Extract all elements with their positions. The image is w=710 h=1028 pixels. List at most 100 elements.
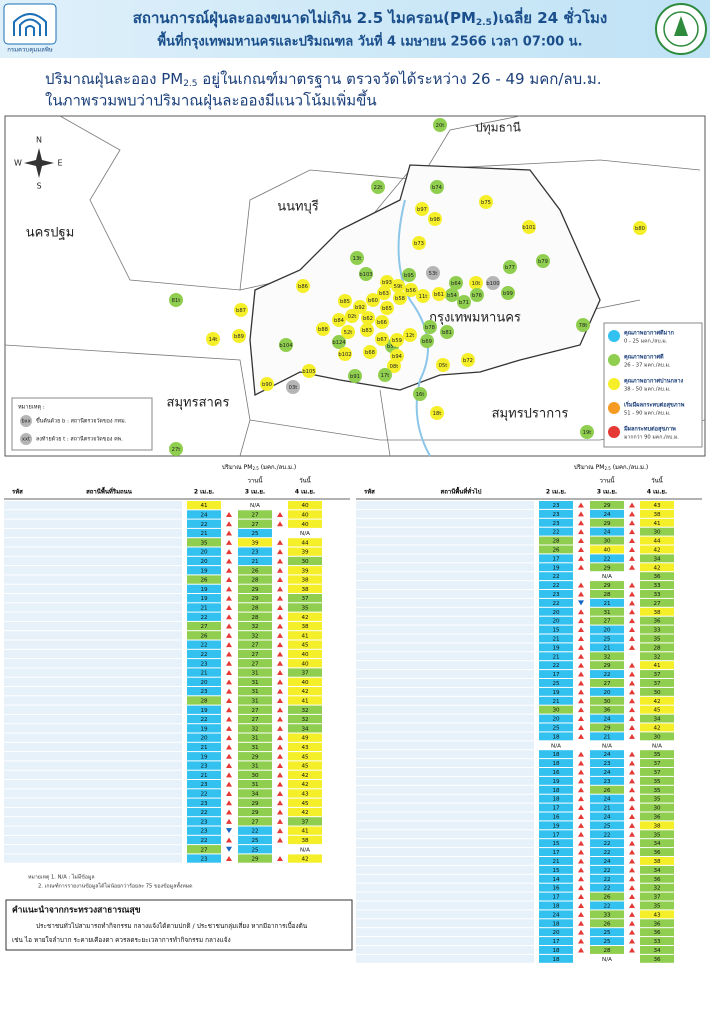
value-cell [238,705,272,714]
value-text: 25 [552,725,560,731]
value-cell [238,621,272,631]
trend-arrow [629,627,635,633]
value-text: 18 [552,752,560,758]
note: หมายเหตุ : bxx ขึ้นต้นด้วย b : สถานีตรวจวั… [11,397,153,451]
trend-arrow [578,538,584,544]
value-text: N/A [551,743,561,749]
value-text: 15 [552,841,560,847]
value-text: 32 [251,624,258,630]
value-text: 21 [603,645,611,651]
value-cell [590,652,624,661]
value-text: 20 [552,717,560,723]
value-text: 16 [552,814,560,820]
value-cell [539,910,573,919]
value-text: 33 [653,583,661,589]
station-label: 11t [419,294,428,300]
value-cell [640,759,674,767]
value-text: 21 [603,806,611,812]
value-text: 26 [200,578,208,584]
value-text: 34 [301,726,309,732]
map: N E S W ปทุมธานีนนทบุรีนครปฐมกรุงเทพมหานครสม… [4,115,706,457]
value-cell [640,892,674,901]
value-text: 21 [200,531,208,537]
value-cell [539,785,573,794]
value-text: 24 [552,912,560,918]
value-text: 42 [653,565,660,571]
value-text: 32 [603,654,610,660]
trend-arrow [629,751,635,757]
station-label: 14t [209,337,218,343]
compass-letter: N [36,136,42,145]
station-marker [338,347,352,361]
row-stripe [4,733,182,742]
advice-line: ประชาชนทั่วไปสามารถทำกิจกรรม กลางแจ้งได้… [36,921,308,930]
value-cell [187,817,221,826]
row-stripe [356,652,534,661]
value-cell [187,742,221,752]
value-text: 22 [200,615,207,621]
trend-arrow [578,947,584,953]
value-cell [590,919,624,928]
trend-arrow [277,642,283,648]
row-stripe [4,687,182,696]
station-label: b84 [334,318,345,324]
value-cell [187,780,221,789]
table-header: วันนี้ [651,475,663,485]
trend-arrow [629,529,635,535]
value-text: 35 [200,540,208,546]
value-cell [187,631,221,640]
value-cell [590,759,624,767]
value-text: 24 [603,512,611,518]
summary-part: อยู่ในเกณฑ์มาตรฐาน ตรวจวัดได้ระหว่าง 26 … [198,70,602,88]
trend-arrow [226,725,232,731]
value-cell [187,733,221,742]
value-text: 45 [301,801,309,807]
trend-arrow [629,947,635,953]
value-text: 31 [251,671,259,677]
station-label: b81 [442,330,452,336]
value-cell [238,733,272,742]
row-stripe [4,761,182,770]
value-cell [187,575,221,584]
value-cell [187,687,221,696]
row-stripe [4,770,182,779]
value-cell [238,603,272,612]
value-text: 26 [603,921,611,927]
trend-arrow [277,744,283,750]
row-stripe [356,598,534,607]
value-text: 24 [603,770,611,776]
value-text: 23 [552,503,560,509]
row-stripe [4,584,182,593]
value-text: 24 [603,859,611,865]
value-cell [640,910,674,919]
row-stripe [356,536,534,545]
trend-arrow [277,586,283,592]
legend-frame [603,322,703,448]
value-text: 28 [251,605,259,611]
value-text: 22 [552,530,559,536]
trend-arrow [578,644,584,650]
station-label: b90 [262,382,272,388]
value-text: 22 [603,868,610,874]
station-label: b60 [368,298,378,304]
value-text: 45 [653,708,661,714]
value-text: 38 [301,838,309,844]
value-cell [539,598,573,607]
value-text: 41 [653,663,661,669]
station-marker [522,220,536,234]
value-text: 35 [653,903,661,909]
trend-arrow [629,876,635,882]
station-label: b85 [340,299,350,305]
value-text: 38 [301,578,309,584]
trend-arrow [226,763,232,769]
compass-letter: E [57,159,62,168]
value-cell [590,865,624,874]
station-marker [302,364,316,378]
value-text: 21 [552,636,560,642]
row-stripe [356,848,534,856]
value-cell [539,812,573,821]
value-cell [238,780,272,789]
summary-line: ปริมาณฝุ่นละออง PM2.5 อยู่ในเกณฑ์มาตรฐาน… [45,70,602,89]
value-text: 38 [653,512,661,518]
trend-arrow [578,902,584,908]
